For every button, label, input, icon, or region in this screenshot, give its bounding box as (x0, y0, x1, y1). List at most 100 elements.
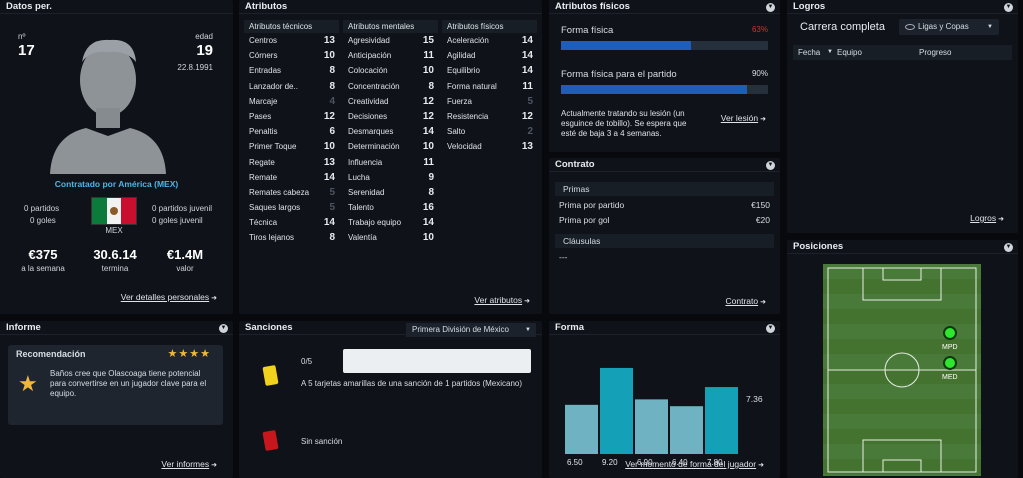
attribute-row: Primer Toque 10 (244, 139, 339, 154)
sort-icon: ▼ (827, 49, 833, 55)
star-icon: ★ (18, 371, 38, 396)
dropdown-icon[interactable]: ▼ (1004, 243, 1013, 252)
attribute-row: Centros 13 (244, 33, 339, 48)
form-bar[interactable] (705, 387, 738, 454)
recommendation-card: Recomendación ★★★★ ★ Baños cree que Olas… (8, 345, 223, 425)
fitness-bar-fill (561, 41, 692, 50)
contract-end-value: 30.6.14 (93, 247, 137, 262)
attribute-row: Lanzador de.. 8 (244, 79, 339, 94)
attribute-name: Influencia (348, 157, 383, 167)
attribute-value: 9 (428, 171, 434, 183)
attribute-name: Tiros lejanos (249, 233, 295, 243)
attribute-row: Técnica 14 (244, 215, 339, 230)
form-link[interactable]: Ver momento de forma del jugador ➜ (625, 459, 764, 469)
yellow-progress (343, 349, 531, 373)
personal-details-link[interactable]: Ver detalles personales ➜ (120, 292, 217, 302)
attribute-name: Aceleración (447, 36, 489, 45)
attribute-row: Remates cabeza 5 (244, 185, 339, 200)
competition-filter[interactable]: Ligas y Copas ▼ (899, 19, 999, 35)
attribute-row: Regate 13 (244, 155, 339, 170)
recommendation-stars: ★★★★ (167, 348, 211, 360)
attribute-name: Penaltis (249, 127, 278, 137)
form-bar-label: 7.80 (707, 458, 723, 467)
attribute-name: Agresividad (348, 36, 390, 45)
attribute-row: Tiros lejanos 8 (244, 230, 339, 245)
dropdown-icon[interactable]: ▼ (219, 324, 228, 333)
position-marker-mpd[interactable] (943, 326, 957, 340)
attribute-row: Lucha 9 (343, 170, 438, 185)
attribute-row: Pases 12 (244, 109, 339, 124)
dropdown-icon[interactable]: ▼ (1004, 3, 1013, 12)
col-team[interactable]: Equipo (837, 48, 862, 57)
panel-title: Datos per. (6, 1, 52, 12)
attribute-value: 14 (323, 171, 335, 183)
attribute-value: 8 (428, 186, 434, 198)
form-bar[interactable] (635, 399, 668, 454)
position-label-med: MED (942, 374, 958, 381)
club-contract-text[interactable]: Contratado por América (MEX) (54, 179, 179, 189)
attribute-value: 14 (422, 126, 434, 138)
form-bar[interactable] (565, 404, 598, 454)
position-label-mpd: MPD (942, 344, 958, 351)
attributes-link[interactable]: Ver atributos ➜ (474, 295, 530, 305)
attribute-name: Lanzador de.. (249, 81, 298, 91)
dropdown-icon[interactable]: ▼ (766, 161, 775, 170)
attribute-row: Velocidad 13 (442, 139, 537, 154)
chevron-down-icon: ▼ (987, 24, 993, 30)
position-marker-med[interactable] (943, 356, 957, 370)
panel-header: Forma ▼ (549, 321, 780, 335)
attribute-name: Técnica (249, 218, 278, 228)
clauses-value: --- (559, 252, 568, 262)
fitness-panel: Atributos físicos ▼ Forma física 63% Form… (549, 0, 780, 152)
contract-link[interactable]: Contrato ➜ (725, 296, 766, 306)
attribute-value: 10 (422, 65, 434, 77)
reports-link[interactable]: Ver informes ➜ (161, 459, 217, 469)
attribute-row: Marcaje 4 (244, 94, 339, 109)
fitness-bar (561, 41, 768, 50)
dropdown-icon[interactable]: ▼ (766, 3, 775, 12)
dropdown-icon[interactable]: ▼ (766, 324, 775, 333)
attribute-value: 14 (521, 65, 533, 77)
match-fitness-bar (561, 85, 768, 94)
achievements-link[interactable]: Logros ➜ (970, 213, 1004, 223)
attribute-row: Desmarques 14 (343, 124, 438, 139)
attribute-name: Desmarques (348, 127, 394, 137)
youth-goals: 0 goles juvenil (152, 216, 203, 225)
recommendation-title: Recomendación (16, 349, 86, 359)
panel-title: Sanciones (245, 322, 293, 333)
attribute-row: Equilibrio 14 (442, 63, 537, 78)
achievements-panel: Logros ▼ Carrera completa Ligas y Copas ▼ … (787, 0, 1018, 233)
attribute-value: 15 (422, 35, 434, 46)
attribute-name: Serenidad (348, 187, 385, 197)
panel-title: Forma (555, 322, 585, 333)
attribute-value: 4 (329, 95, 335, 107)
yellow-card-icon (262, 365, 279, 386)
form-bar[interactable] (670, 406, 703, 454)
achievements-table-header: Fecha ▼ Equipo Progreso (793, 45, 1012, 60)
attribute-row: Córners 10 (244, 48, 339, 63)
attribute-value: 11 (423, 50, 434, 62)
attribute-value: 8 (329, 65, 335, 77)
nation-flag[interactable] (91, 197, 137, 225)
injury-link[interactable]: Ver lesión ➜ (720, 113, 766, 123)
match-fitness-label: Forma física para el partido (561, 69, 677, 80)
attribute-row: Agilidad 14 (442, 48, 537, 63)
attribute-name: Resistencia (447, 111, 489, 121)
attribute-row: Decisiones 12 (343, 109, 438, 124)
attribute-value: 14 (521, 35, 533, 46)
attribute-value: 5 (527, 95, 533, 107)
squad-number: 17 (18, 42, 35, 59)
yellow-count: 0/5 (301, 357, 313, 366)
number-label: nº (18, 32, 26, 41)
col-progress[interactable]: Progreso (919, 48, 952, 57)
attribute-row: Anticipación 11 (343, 48, 438, 63)
attribute-value: 14 (323, 217, 335, 229)
attribute-row: Saques largos 5 (244, 200, 339, 215)
attribute-name: Velocidad (447, 142, 482, 152)
match-fitness-value: 90% (751, 69, 768, 78)
age-value: 19 (196, 42, 213, 59)
col-date[interactable]: Fecha (798, 48, 821, 57)
league-select[interactable]: Primera División de México ▼ (406, 323, 536, 337)
panel-header: Atributos físicos ▼ (549, 0, 780, 14)
form-bar[interactable] (600, 367, 633, 454)
